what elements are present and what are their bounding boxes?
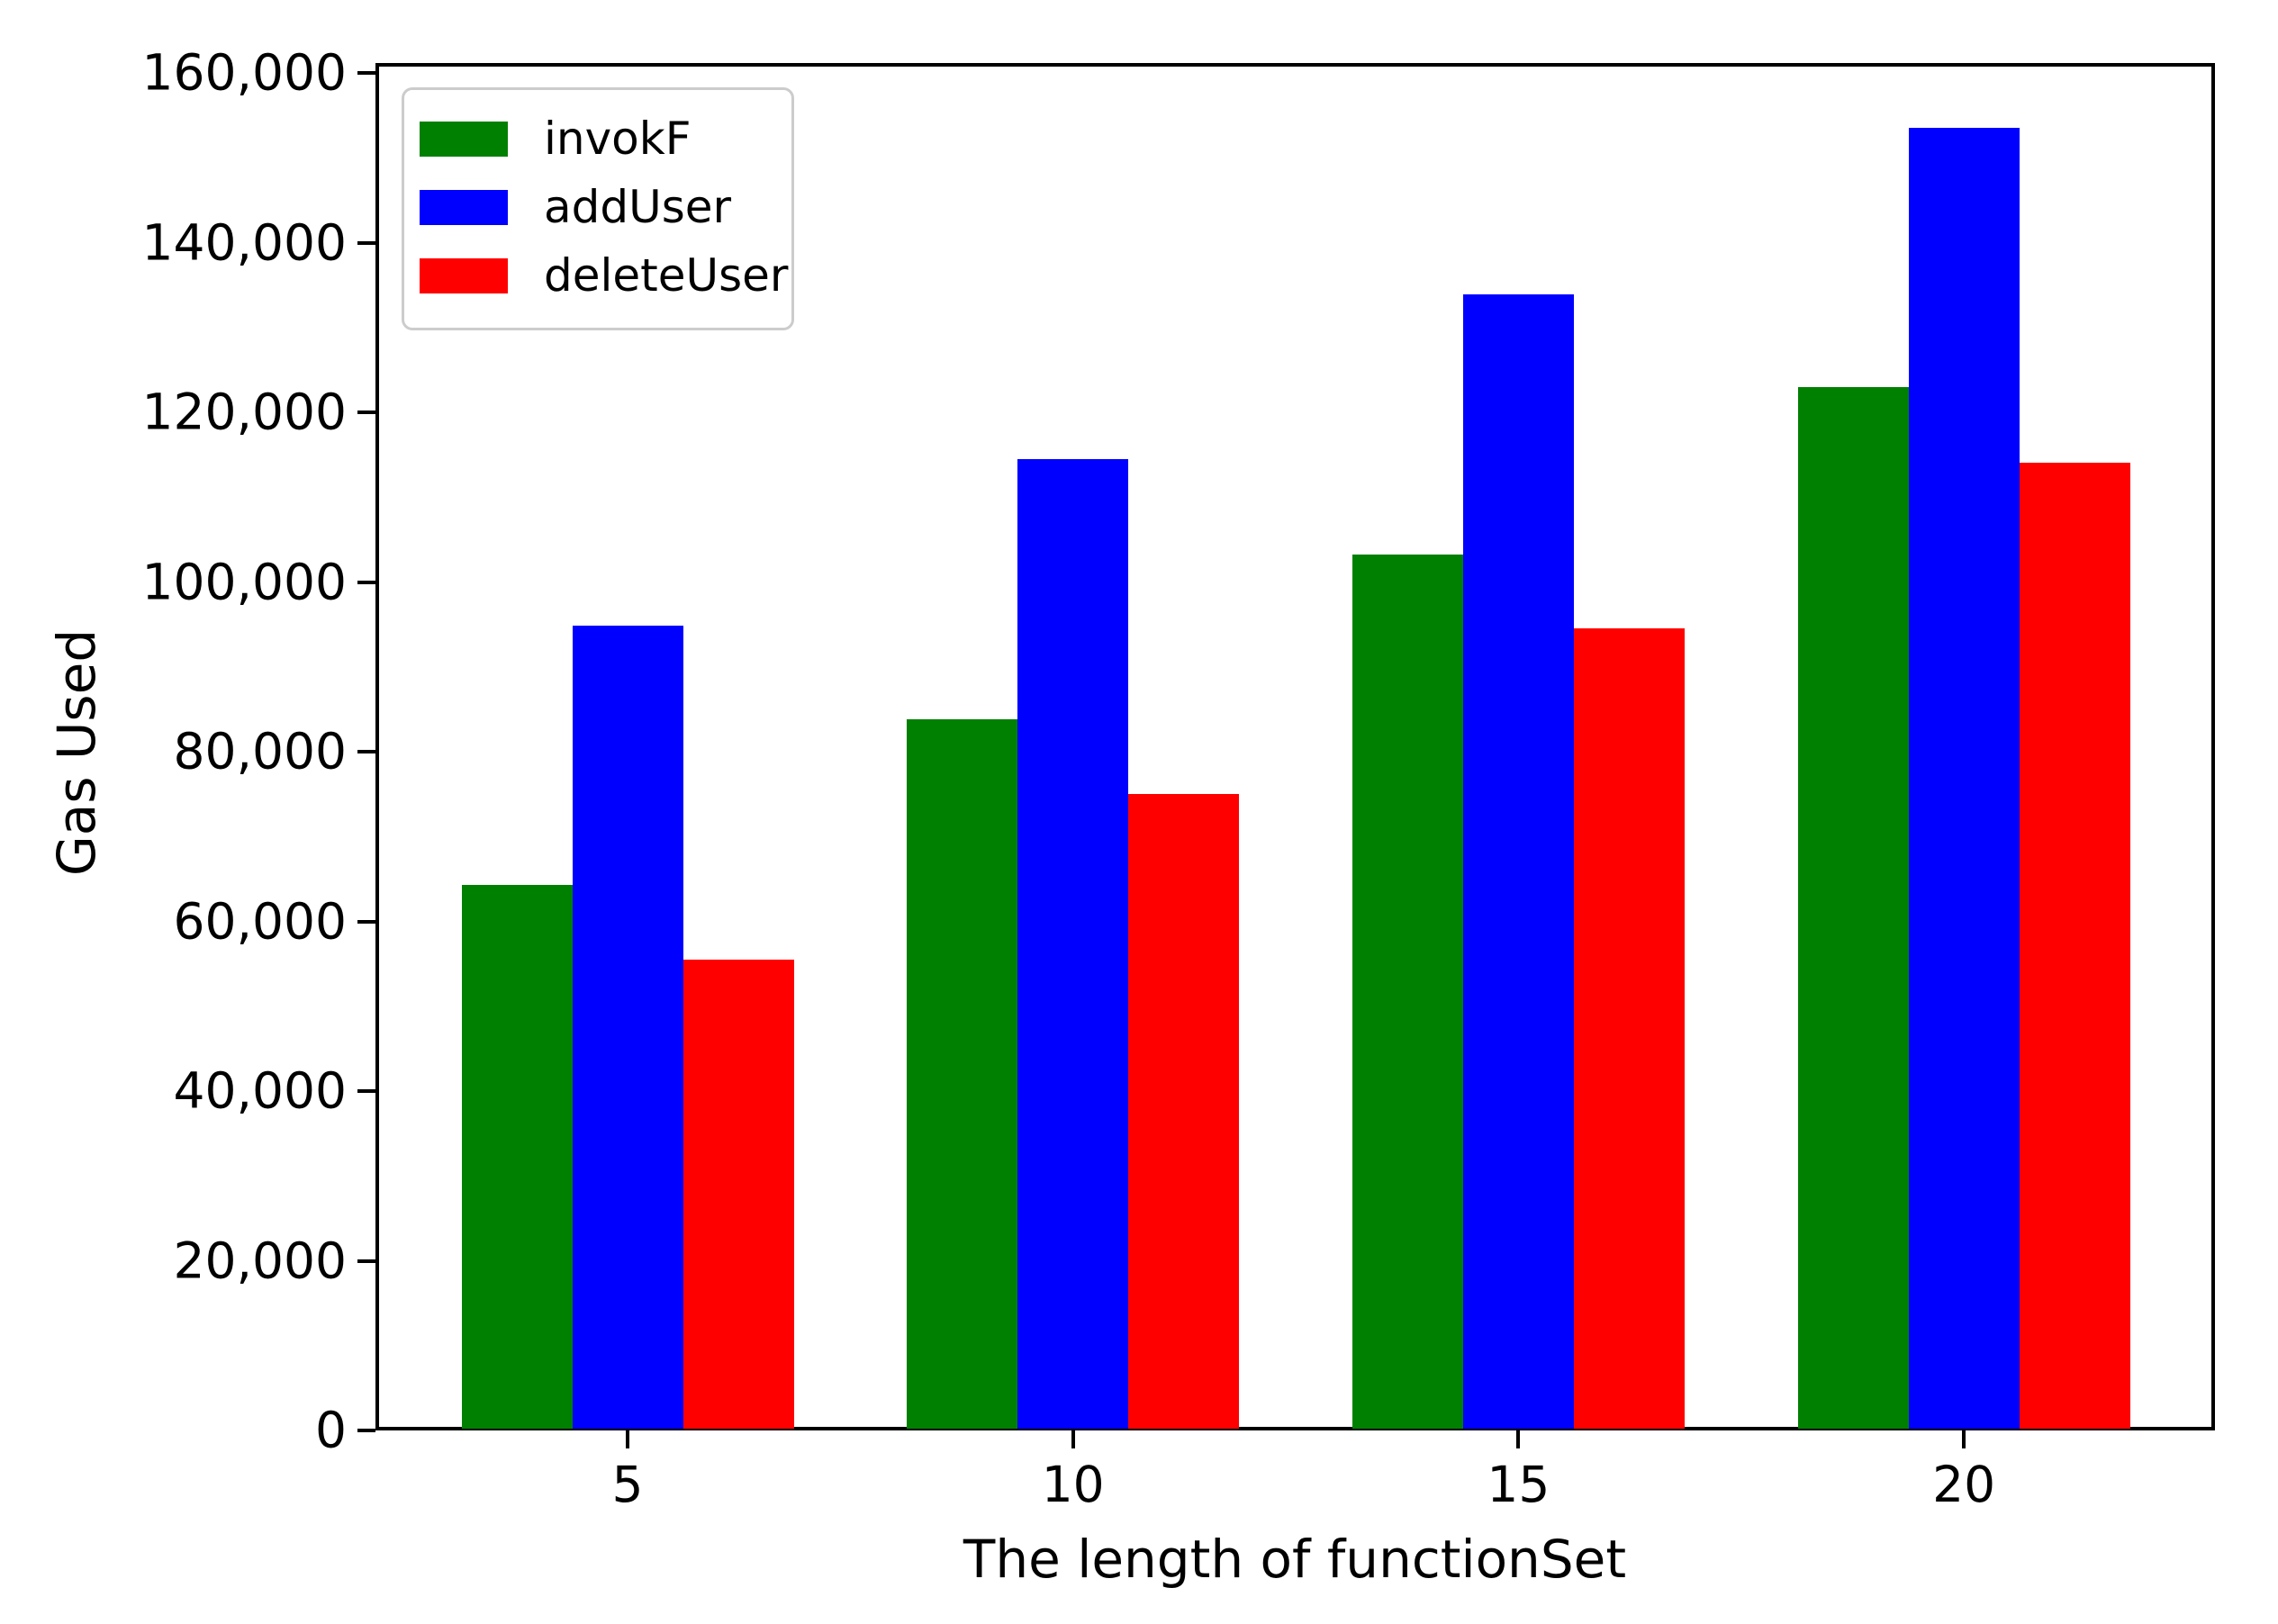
bar-invokF-5	[461, 885, 573, 1429]
bar-addUser-15	[1462, 294, 1574, 1429]
x-tick-label-20: 20	[1932, 1456, 1996, 1513]
bar-addUser-20	[1908, 127, 2020, 1429]
y-tick-mark-40000	[357, 1089, 375, 1094]
x-tick-label-10: 10	[1041, 1456, 1105, 1513]
y-tick-label-120000: 120,000	[141, 383, 347, 441]
y-tick-mark-100000	[357, 580, 375, 584]
y-tick-mark-80000	[357, 750, 375, 754]
x-tick-mark-5	[626, 1430, 629, 1448]
legend-label-invokF: invokF	[544, 113, 692, 165]
bar-deleteUser-15	[1573, 627, 1685, 1429]
legend-item-addUser: addUser	[420, 185, 773, 230]
y-tick-label-160000: 160,000	[141, 43, 347, 102]
bar-invokF-10	[907, 719, 1018, 1429]
legend-swatch-deleteUser	[420, 257, 508, 293]
legend: invokF addUser deleteUser	[402, 87, 794, 330]
y-tick-mark-120000	[357, 411, 375, 415]
x-axis-title: The length of functionSet	[963, 1529, 1627, 1590]
y-tick-mark-0	[357, 1429, 375, 1432]
legend-item-deleteUser: deleteUser	[420, 253, 788, 298]
y-tick-mark-160000	[357, 71, 375, 76]
bar-addUser-10	[1017, 459, 1129, 1429]
x-tick-label-15: 15	[1487, 1456, 1550, 1513]
bar-invokF-15	[1351, 554, 1463, 1429]
y-tick-label-140000: 140,000	[141, 213, 347, 272]
bar-deleteUser-20	[2019, 462, 2130, 1429]
x-tick-label-5: 5	[611, 1456, 644, 1513]
legend-label-deleteUser: deleteUser	[544, 249, 789, 302]
legend-swatch-addUser	[420, 189, 508, 225]
bar-deleteUser-5	[682, 960, 794, 1429]
legend-label-addUser: addUser	[544, 181, 732, 233]
y-tick-mark-20000	[357, 1259, 375, 1263]
legend-item-invokF: invokF	[420, 116, 773, 161]
x-tick-mark-20	[1962, 1430, 1966, 1448]
bar-invokF-20	[1797, 386, 1909, 1429]
bar-deleteUser-10	[1128, 794, 1240, 1429]
y-tick-label-0: 0	[315, 1401, 347, 1459]
y-tick-label-80000: 80,000	[173, 722, 347, 780]
y-tick-mark-140000	[357, 240, 375, 245]
bar-addUser-5	[572, 625, 683, 1429]
y-tick-label-20000: 20,000	[173, 1232, 347, 1290]
legend-swatch-invokF	[420, 121, 508, 157]
x-tick-mark-10	[1071, 1430, 1075, 1448]
y-tick-mark-60000	[357, 919, 375, 924]
y-tick-label-40000: 40,000	[173, 1061, 347, 1120]
y-tick-label-100000: 100,000	[141, 553, 347, 611]
y-tick-label-60000: 60,000	[173, 892, 347, 951]
x-tick-mark-15	[1516, 1430, 1521, 1448]
